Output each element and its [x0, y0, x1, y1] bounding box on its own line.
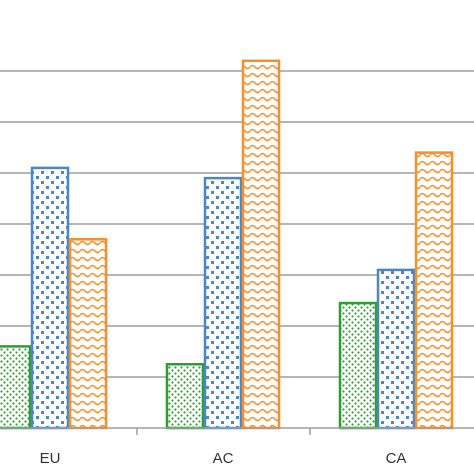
bar-eu-series-3 [68, 238, 108, 430]
bar-ca-series-2 [376, 268, 416, 430]
bar-ca-series-3 [414, 151, 454, 430]
x-tick-label-ca: CA [386, 450, 407, 467]
x-tick-label-eu: EU [40, 450, 61, 467]
bar-eu-series-2 [30, 166, 70, 430]
bar-ac-series-2 [203, 176, 243, 430]
bars [0, 59, 454, 430]
bar-ac-series-1 [165, 363, 205, 430]
bar-ac-series-3 [241, 59, 281, 430]
bar-eu-series-1 [0, 345, 32, 430]
bar-ca-series-1 [338, 301, 378, 430]
x-axis: EU AC CA [0, 427, 474, 467]
x-tick-label-ac: AC [213, 450, 234, 467]
